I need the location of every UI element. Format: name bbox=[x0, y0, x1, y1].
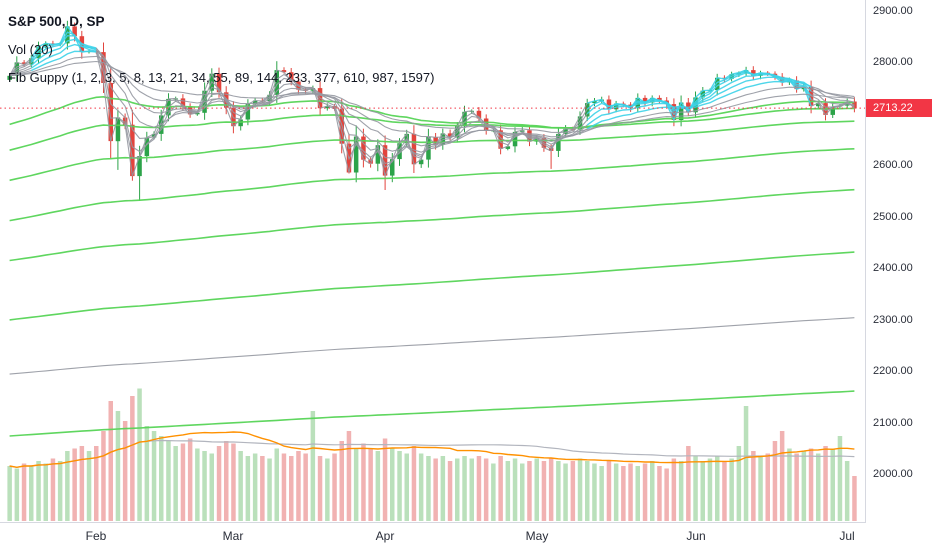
price-tick-label: 2000.00 bbox=[873, 468, 913, 480]
time-tick-label: Jun bbox=[686, 529, 706, 543]
time-axis[interactable]: Feb Mar Apr May Jun Jul bbox=[0, 522, 866, 550]
time-tick-label: Jul bbox=[839, 529, 855, 543]
last-price-badge: 2713.22 bbox=[866, 99, 932, 117]
price-tick-label: 2900.00 bbox=[873, 5, 913, 17]
price-axis[interactable]: 2713.22 2900.002800.002700.002600.002500… bbox=[865, 0, 932, 550]
symbol-title[interactable]: S&P 500, D, SP bbox=[8, 14, 105, 29]
time-tick-label: Mar bbox=[222, 529, 244, 543]
time-tick-label: May bbox=[525, 529, 549, 543]
price-tick-label: 2400.00 bbox=[873, 262, 913, 274]
price-tick-label: 2300.00 bbox=[873, 314, 913, 326]
price-tick-label: 2100.00 bbox=[873, 417, 913, 429]
indicator-volume-label[interactable]: Vol (20) bbox=[8, 42, 53, 57]
price-tick-label: 2200.00 bbox=[873, 365, 913, 377]
price-tick-label: 2500.00 bbox=[873, 211, 913, 223]
axis-corner bbox=[866, 523, 932, 550]
price-tick-label: 2800.00 bbox=[873, 56, 913, 68]
time-tick-label: Apr bbox=[375, 529, 395, 543]
time-tick-label: Feb bbox=[85, 529, 107, 543]
legend: S&P 500, D, SP Vol (20) Fib Guppy (1, 2,… bbox=[8, 8, 434, 92]
indicator-fib-guppy-label[interactable]: Fib Guppy (1, 2, 3, 5, 8, 13, 21, 34, 55… bbox=[8, 70, 435, 85]
price-tick-label: 2600.00 bbox=[873, 159, 913, 171]
